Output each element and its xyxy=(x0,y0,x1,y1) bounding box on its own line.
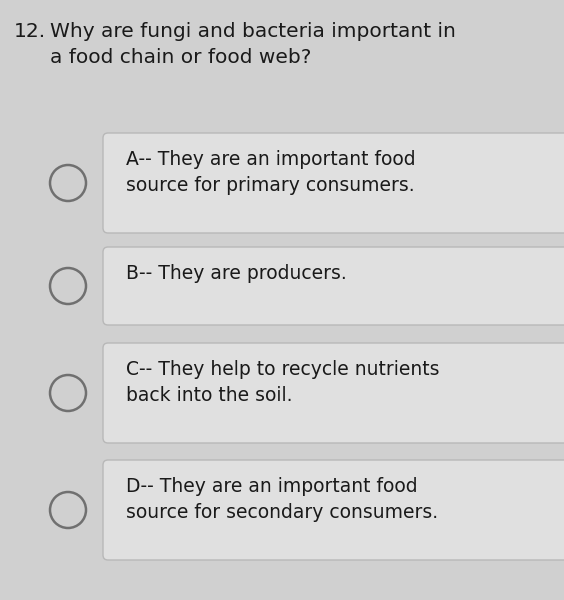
Text: Why are fungi and bacteria important in
a food chain or food web?: Why are fungi and bacteria important in … xyxy=(50,22,456,67)
Circle shape xyxy=(50,375,86,411)
Circle shape xyxy=(50,268,86,304)
FancyBboxPatch shape xyxy=(103,460,564,560)
Circle shape xyxy=(50,492,86,528)
Text: D-- They are an important food
source for secondary consumers.: D-- They are an important food source fo… xyxy=(126,477,438,522)
Circle shape xyxy=(50,165,86,201)
Text: B-- They are producers.: B-- They are producers. xyxy=(126,264,347,283)
Text: 12.: 12. xyxy=(14,22,46,41)
FancyBboxPatch shape xyxy=(103,343,564,443)
FancyBboxPatch shape xyxy=(103,247,564,325)
FancyBboxPatch shape xyxy=(103,133,564,233)
Text: A-- They are an important food
source for primary consumers.: A-- They are an important food source fo… xyxy=(126,150,416,195)
Text: C-- They help to recycle nutrients
back into the soil.: C-- They help to recycle nutrients back … xyxy=(126,360,439,405)
